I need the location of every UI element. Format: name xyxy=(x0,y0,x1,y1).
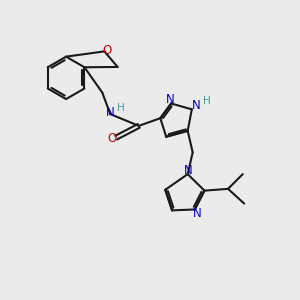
Text: O: O xyxy=(107,132,117,145)
Text: N: N xyxy=(166,93,175,106)
Text: O: O xyxy=(102,44,111,57)
Text: N: N xyxy=(184,164,193,176)
Text: N: N xyxy=(193,207,202,220)
Text: H: H xyxy=(117,103,124,112)
Text: N: N xyxy=(106,106,115,119)
Text: H: H xyxy=(203,96,211,106)
Text: N: N xyxy=(192,99,201,112)
